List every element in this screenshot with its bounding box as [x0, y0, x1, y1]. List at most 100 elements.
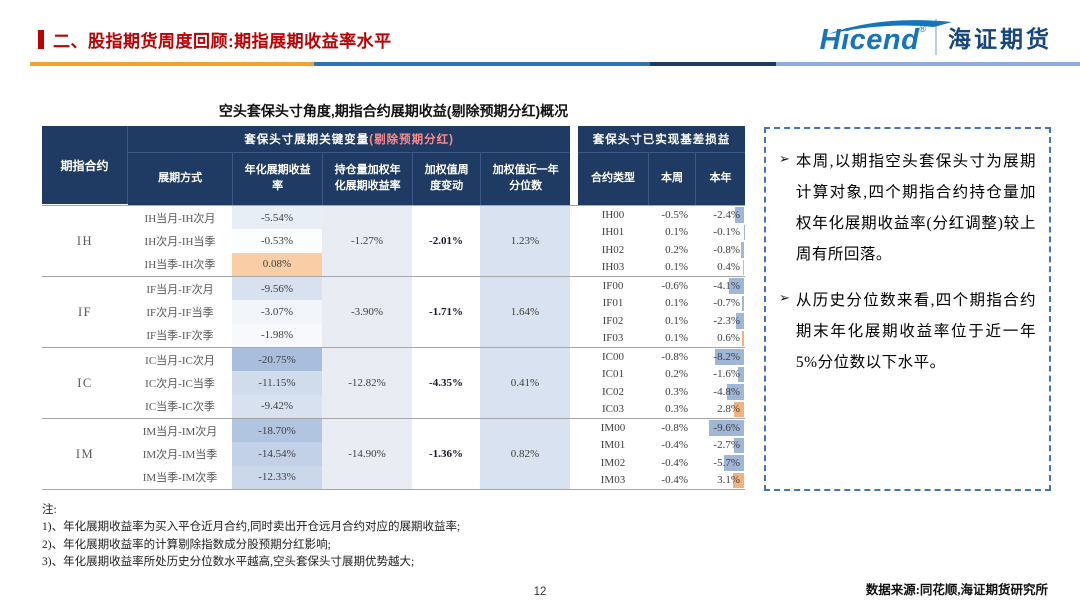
weekly-change: -1.36%: [429, 448, 463, 460]
annual-roll-yield: -14.54%: [232, 442, 322, 466]
divider-segment-lightblue: [775, 62, 1080, 66]
contract-type: IF01: [602, 297, 624, 310]
contract-type: IF00: [602, 279, 624, 292]
negative-data-bar: [734, 437, 744, 453]
table-gap: [570, 419, 578, 489]
arrow-bullet-icon: ➢: [779, 151, 790, 166]
year-column: -4.1% -0.7% -2.3% 0.6%: [695, 277, 745, 347]
negative-data-bar: [729, 278, 744, 294]
contract-type: IM00: [600, 421, 626, 434]
contract-type: IC01: [602, 368, 624, 381]
year-basis-cell: -4.8%: [695, 383, 745, 401]
logo-chinese-name: 海证期货: [948, 25, 1052, 52]
negative-data-bar: [723, 455, 744, 471]
annual-roll-yield: -5.54%: [232, 206, 322, 230]
positive-data-bar: [742, 259, 744, 275]
rate-column: -20.75% -11.15% -9.42%: [232, 348, 322, 418]
weekly-change: -2.01%: [429, 235, 463, 247]
slide-header: 二、股指期货周度回顾:期指展期收益率水平: [38, 27, 392, 52]
col-header-annual-yield: 年化展期收益率: [232, 153, 323, 205]
week-basis-value: 0.1%: [665, 261, 688, 274]
negative-data-bar: [741, 295, 744, 311]
year-basis-cell: -0.7%: [695, 295, 745, 313]
year-basis-value: -2.3%: [713, 314, 740, 327]
week-basis-value: -0.5%: [661, 208, 688, 221]
annual-roll-yield: -3.07%: [232, 300, 322, 324]
page-title: 二、股指期货周度回顾:期指展期收益率水平: [53, 32, 392, 51]
table-body: IH IH当月-IH次月 IH次月-IH当季 IH当季-IH次季 -5.54% -0.53…: [42, 205, 745, 490]
weighted-roll-yield: -14.90%: [322, 419, 412, 489]
method-column: IM当月-IM次月 IM次月-IM当季 IM当季-IM次季: [128, 419, 232, 489]
negative-data-bar: [726, 384, 744, 400]
week-basis-value: 0.2%: [665, 243, 688, 256]
year-basis-value: -4.8%: [713, 385, 740, 398]
col-header-this-year: 本年: [695, 153, 745, 205]
bullet-item: ➢ 从历史分位数来看,四个期指合约期末年化展期收益率位于近一年5%分位数以下水平…: [779, 285, 1036, 378]
contract-type-column: IC00 IC01 IC02 IC03: [578, 348, 648, 418]
contract-group: IH IH当月-IH次月 IH次月-IH当季 IH当季-IH次季 -5.54% -0.53…: [42, 205, 745, 276]
registered-mark-icon: ®: [919, 24, 926, 34]
left-band-text: 套保头寸展期关键变量: [244, 134, 370, 146]
week-basis-value: 0.1%: [665, 297, 688, 310]
roll-method: IH当月-IH次月: [144, 212, 216, 225]
weighted-roll-yield: -12.82%: [322, 348, 412, 418]
week-column: -0.8% -0.4% -0.4% -0.4%: [648, 419, 695, 489]
contract-group: IM IM当月-IM次月 IM次月-IM当季 IM当季-IM次季 -18.70% -14.…: [42, 418, 745, 489]
method-column: IF当月-IF次月 IF次月-IF当季 IF当季-IF次季: [128, 277, 232, 347]
annual-roll-yield: -20.75%: [232, 348, 322, 372]
data-source: 数据来源:同花顺,海证期货研究所: [865, 583, 1048, 597]
arrow-bullet-icon: ➢: [779, 290, 790, 305]
col-header-weighted-yield: 持仓量加权年化展期收益率: [322, 153, 413, 205]
contract-type: IM02: [600, 456, 626, 469]
positive-data-bar: [741, 330, 744, 346]
year-column: -9.6% -2.7% -5.7% 3.1%: [695, 419, 745, 489]
roll-method: IF当月-IF次月: [146, 283, 214, 296]
year-basis-value: -1.6%: [713, 368, 740, 381]
negative-data-bar: [735, 207, 744, 223]
week-column: -0.6% 0.1% 0.1% 0.1%: [648, 277, 695, 347]
annual-roll-yield: -18.70%: [232, 419, 322, 443]
week-column: -0.8% 0.2% 0.3% 0.3%: [648, 348, 695, 418]
roll-method: IF当季-IF次季: [146, 330, 214, 343]
contract-type: IH03: [601, 261, 625, 274]
week-basis-value: -0.4%: [661, 439, 688, 452]
contract-type: IC03: [602, 403, 624, 416]
year-column: -2.4% -0.1% -0.8% 0.4%: [695, 206, 745, 276]
year-basis-cell: -0.1%: [695, 224, 745, 242]
rate-column: -5.54% -0.53% 0.08%: [232, 206, 322, 276]
hicend-logo: Hicend® 海证期货: [820, 16, 1052, 57]
roll-method: IM当季-IM次季: [142, 472, 218, 485]
rate-column: -18.70% -14.54% -12.33%: [232, 419, 322, 489]
header-divider: [30, 62, 1080, 66]
weekly-change: -1.71%: [429, 306, 463, 318]
year-basis-value: -0.1%: [713, 226, 740, 239]
week-basis-value: 0.3%: [665, 385, 688, 398]
left-group-band: 套保头寸展期关键变量 (剔除预期分红): [128, 126, 571, 153]
col-header-weekly-change: 加权值周度变动: [412, 153, 481, 205]
header-left-section: 套保头寸展期关键变量 (剔除预期分红) 展期方式 年化展期收益率 持仓量加权年化展…: [128, 126, 571, 205]
year-basis-value: 0.4%: [717, 261, 740, 274]
year-basis-cell: -5.7%: [695, 454, 745, 472]
year-basis-cell: -8.2%: [695, 348, 745, 366]
week-basis-value: -0.8%: [661, 421, 688, 434]
positive-data-bar: [733, 401, 744, 417]
year-basis-value: -5.7%: [713, 456, 740, 469]
weekly-change: -4.35%: [429, 377, 463, 389]
roll-method: IF次月-IF当季: [146, 306, 214, 319]
roll-method: IH次月-IH当季: [144, 235, 216, 248]
annual-roll-yield: -12.33%: [232, 465, 322, 489]
week-basis-value: 0.1%: [665, 332, 688, 345]
one-year-percentile: 1.23%: [480, 206, 570, 276]
contract-code: IH: [76, 233, 94, 248]
left-column-headers: 展期方式 年化展期收益率 持仓量加权年化展期收益率 加权值周度变动 加权值近一年…: [128, 153, 571, 205]
week-column: -0.5% 0.1% 0.2% 0.1%: [648, 206, 695, 276]
footnotes: 注: 1)、年化展期收益率为买入平仓近月合约,同时卖出开仓远月合约对应的展期收益…: [42, 502, 460, 571]
method-column: IH当月-IH次月 IH次月-IH当季 IH当季-IH次季: [128, 206, 232, 276]
logo-text: Hicend: [819, 24, 920, 56]
roll-method: IM当月-IM次月: [142, 425, 218, 438]
year-basis-cell: 0.6%: [695, 330, 745, 348]
note-line: 1)、年化展期收益率为买入平仓近月合约,同时卖出开仓远月合约对应的展期收益率;: [42, 521, 461, 534]
year-basis-cell: 0.4%: [695, 259, 745, 277]
divider-segment-orange: [30, 62, 314, 66]
